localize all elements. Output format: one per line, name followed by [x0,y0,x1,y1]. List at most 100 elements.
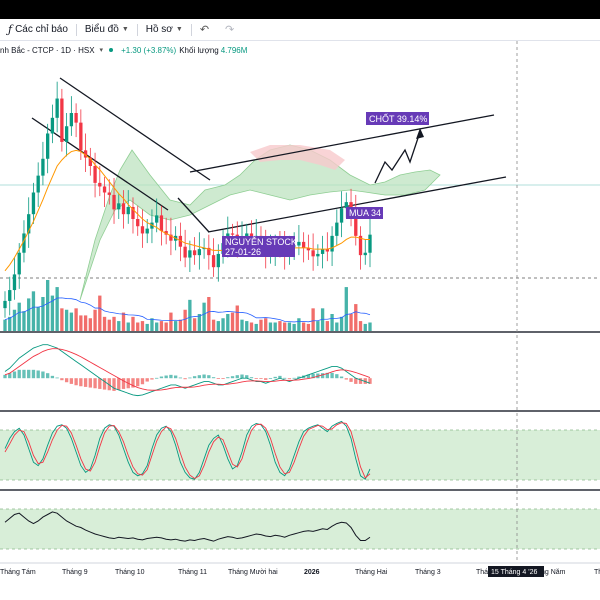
candle-body [202,247,206,250]
annotation-take-profit-bg [366,112,429,125]
crosshair-date-text: 15 Tháng 4 '26 [491,569,537,576]
candle-body [112,194,116,210]
macd-histogram-bar [197,375,202,379]
candle [8,276,12,316]
candle [102,176,107,207]
volume-bar [358,321,363,331]
volume-bar [136,322,140,331]
candle [211,238,216,277]
annotation-buy-bg [346,207,383,219]
macd-histogram-bar [207,375,211,379]
macd-histogram-bar [230,376,235,379]
volume-bar [121,312,126,331]
macd-histogram-bar [221,378,225,379]
macd-histogram-bar [145,378,149,382]
market-status-dot [109,48,114,52]
macd-histogram-bar [169,374,173,379]
candle-body [12,274,17,291]
chart-menu-label: Biểu đồ [84,24,119,35]
candle-body [136,219,140,227]
candle [368,217,372,268]
candle [306,234,311,260]
candle-body [102,186,107,193]
volume-bar [126,322,130,331]
volume-bar [173,321,178,331]
candle-body [368,234,372,253]
undo-button[interactable]: ↶ [192,19,217,41]
volume-bar [264,318,268,331]
macd-histogram-bar [173,375,178,379]
volume-bar [55,287,59,331]
annotation-author[interactable]: NGUYỄN STOCK 27-01-26 [222,236,297,257]
macd-histogram-bar [311,373,315,379]
macd-histogram-bar [22,369,26,379]
volume-bar [221,318,225,331]
candle-body [17,252,21,275]
profile-menu-button[interactable]: Hồ sơ ▼ [138,19,191,41]
chevron-down-icon[interactable]: ▾ [99,47,104,54]
macd-histogram-bar [216,378,220,379]
macd-histogram-bar [354,378,358,384]
candle [330,226,334,266]
macd-histogram-bar [155,377,159,379]
candle [117,193,121,219]
annotation-author-text: NGUYỄN STOCK [225,236,297,247]
candle [202,238,206,259]
volume-bar [17,302,21,331]
volume-bar [140,321,145,331]
macd-histogram-bar [245,375,249,379]
volume-bar [335,322,339,331]
macd-histogram-bar [188,377,192,379]
macd-histogram-bar [64,378,69,383]
cloud-red [250,145,345,170]
chart-canvas[interactable]: CHỐT 39.14% MUA 34 NGUYỄN STOCK 27-01-26… [0,41,600,600]
indicators-button[interactable]: ƒ Các chỉ báo [0,19,76,41]
cloud-green [79,144,441,301]
macd-histogram-bar [112,378,116,391]
candle-body [358,235,363,256]
volume-bar [145,323,149,331]
annotation-buy[interactable]: MUA 34 [346,207,383,219]
candle [31,182,36,224]
toolbar-divider [190,23,192,36]
candle-body [60,98,64,142]
volume-bar [31,291,36,331]
macd-histogram-bar [278,375,282,379]
macd-histogram-bar [93,378,97,389]
candle [60,88,64,152]
ichimoku-cloud [79,144,441,301]
volume-bar [117,321,121,331]
candle [207,234,211,270]
volume-bar [69,312,74,331]
candle-body [297,241,301,246]
profile-menu-label: Hồ sơ [145,24,173,35]
redo-button[interactable]: ↷ [217,19,242,41]
candle-body [121,203,126,215]
macd-signal-line [4,348,371,391]
volume-bar [230,312,235,331]
volume-bar [188,299,192,331]
macd-histogram-bar [150,378,154,380]
volume-bar [41,297,45,331]
candle [27,197,31,248]
candle-body [164,231,168,235]
volume-bar [202,302,206,331]
macd-histogram-bar [358,378,363,384]
candle [126,190,130,224]
chart-menu-button[interactable]: Biểu đồ ▼ [77,19,137,41]
x-tick-label: Th [594,569,600,576]
candle [183,229,187,268]
x-tick-label: Tháng 11 [178,569,207,576]
candle-body [3,300,7,309]
projection-path [374,131,421,184]
volume-bar [283,322,287,331]
volume-bar [169,312,173,331]
annotation-take-profit[interactable]: CHỐT 39.14% [366,112,429,125]
candle-body [126,206,130,215]
volume-bar [192,318,197,331]
volume-bar [292,323,296,331]
candle [325,232,329,262]
candle-body [211,255,216,268]
candle [50,104,55,144]
candle [41,141,45,186]
